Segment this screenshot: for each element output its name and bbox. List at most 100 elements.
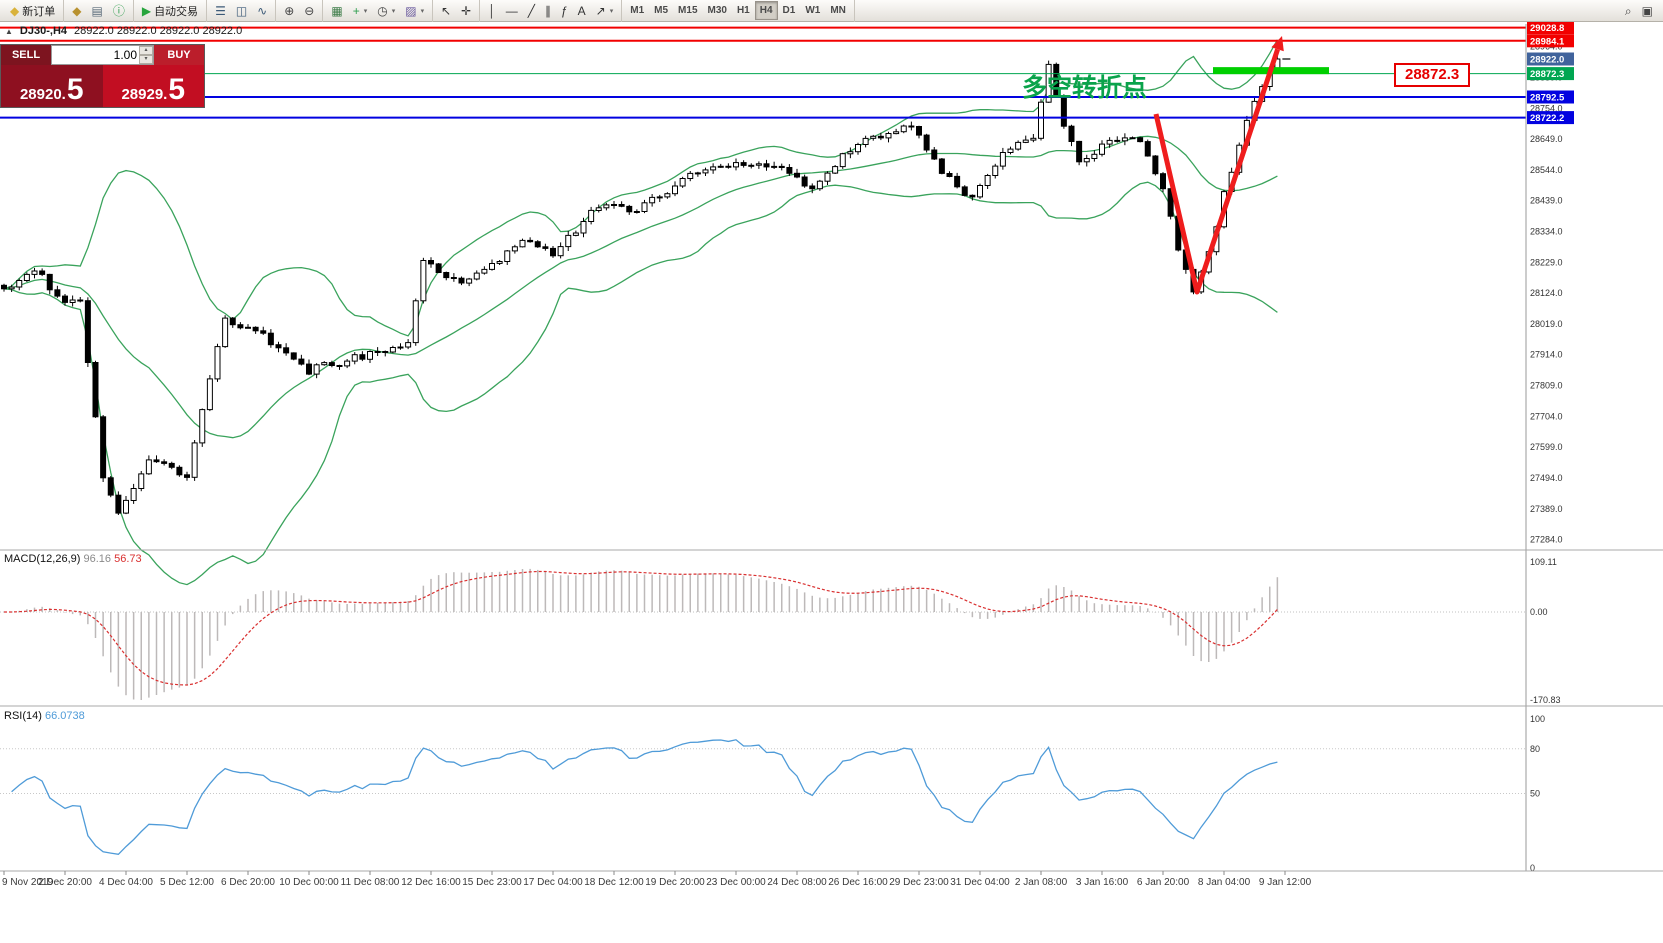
svg-text:100: 100 [1530,714,1545,724]
new-order-button[interactable]: ◆ 新订单 [5,1,60,20]
svg-text:2 Dec 20:00: 2 Dec 20:00 [38,877,92,888]
zoom-in-button[interactable]: ⊕ [279,1,299,20]
tf-d1-button[interactable]: D1 [778,1,801,20]
volume-field: ▴ ▾ [51,45,154,65]
algo-trading-label: 自动交易 [154,5,199,18]
v-arrow-head [1271,36,1284,52]
cursor-button[interactable]: ↖ [436,1,456,20]
candles-chart-button[interactable]: ◫ [231,1,252,20]
svg-text:28792.5: 28792.5 [1530,93,1565,104]
trendline-button[interactable]: ╱ [523,1,540,20]
rsi-panel: RSI(14) 66.0738 100 80 50 0 [0,705,1663,873]
chart-plot-area[interactable] [0,22,1663,943]
line-chart-button[interactable]: ∿ [252,1,272,20]
metaeditor-button[interactable]: ◆ [67,1,86,20]
svg-text:24 Dec 08:00: 24 Dec 08:00 [767,877,827,888]
volume-increase-button[interactable]: ▴ [139,46,153,55]
channel-icon: ∥ [544,3,551,18]
tf-m30-button[interactable]: M30 [703,1,732,20]
turning-point-label: 多空转折点 [1022,73,1147,102]
tile-windows-button[interactable]: ▦ [326,1,347,20]
indicators-button[interactable]: + ▾ [348,1,373,20]
buy-price: 28929. [121,86,168,103]
tf-m5-button[interactable]: M5 [649,1,673,20]
horizontal-line-button[interactable]: ― [501,1,523,20]
svg-text:10 Dec 00:00: 10 Dec 00:00 [279,877,339,888]
toolbar-group: ▦ + ▾ ◷ ▾ ▨ ▾ [323,0,434,22]
rsi-label: RSI(14) 66.0738 [4,710,85,722]
svg-text:80: 80 [1530,744,1540,754]
bars-chart-button[interactable]: ☰ [210,1,231,20]
svg-text:28229.0: 28229.0 [1530,257,1563,267]
svg-text:2 Jan 08:00: 2 Jan 08:00 [1015,877,1068,888]
svg-text:28722.2: 28722.2 [1530,113,1564,124]
tf-mn-button[interactable]: MN [825,1,851,20]
algo-trading-button[interactable]: ▶ 自动交易 [137,1,203,20]
svg-text:6 Jan 20:00: 6 Jan 20:00 [1137,877,1190,888]
svg-text:11 Dec 08:00: 11 Dec 08:00 [341,877,400,888]
crosshair-button[interactable]: ✛ [456,1,476,20]
crosshair-icon: ✛ [461,3,472,18]
toolbar-group: ◆ 新订单 [2,0,65,22]
sell-price-panel[interactable]: 28920. 5 [1,65,103,107]
svg-text:31 Dec 04:00: 31 Dec 04:00 [950,877,1010,888]
svg-text:28872.3: 28872.3 [1530,69,1564,80]
arrow-tool-button[interactable]: ↗ ▾ [591,1,619,20]
new-order-icon: ◆ [10,3,20,18]
tf-w1-button[interactable]: W1 [800,1,825,20]
text-icon: A [577,3,586,18]
zoom-out-button[interactable]: ⊖ [299,1,319,20]
svg-text:28019.0: 28019.0 [1530,319,1563,329]
tf-h1-button[interactable]: H1 [732,1,755,20]
tf-m1-label: M1 [630,5,645,16]
toolbar-group: ⌕ ▣ [1617,0,1661,22]
buy-button[interactable]: BUY [154,45,204,65]
svg-text:50: 50 [1530,789,1540,799]
symbol-period-label: DJ30-,H4 [19,25,67,37]
price-chart[interactable]: 多空转折点28964.028859.028754.028649.028544.0… [0,22,1663,943]
community-button[interactable]: ⓘ [108,1,130,20]
periods-button[interactable]: ◷ ▾ [372,1,400,20]
indicators-icon: + [352,3,360,18]
buy-price-panel[interactable]: 28929. 5 [102,65,204,107]
dropdown-arrow-icon: ▾ [420,7,425,15]
svg-text:29028.8: 29028.8 [1530,23,1564,34]
svg-text:9 Nov 2019: 9 Nov 2019 [2,877,54,888]
fibonacci-button[interactable]: ƒ [556,1,573,20]
svg-text:0: 0 [1530,863,1535,873]
toolbar-group: ⊕ ⊖ [276,0,324,22]
vertical-line-button[interactable]: │ [483,1,501,20]
bars-chart-icon: ☰ [215,3,226,18]
search-button[interactable]: ⌕ [1620,1,1637,20]
dropdown-arrow-icon: ▾ [391,7,396,15]
tf-mn-label: MN [830,5,846,16]
search-icon: ⌕ [1624,3,1632,18]
svg-text:3 Jan 16:00: 3 Jan 16:00 [1076,877,1129,888]
print-button[interactable]: ▤ [86,1,107,20]
svg-text:19 Dec 20:00: 19 Dec 20:00 [645,877,705,888]
volume-decrease-button[interactable]: ▾ [139,55,153,64]
line-chart-icon: ∿ [257,3,268,18]
one-click-trading-panel: SELL ▴ ▾ BUY 28920. 5 28929. 5 [0,44,205,108]
svg-text:28649.0: 28649.0 [1530,134,1563,144]
channel-button[interactable]: ∥ [540,1,556,20]
window-list-button[interactable]: ▣ [1637,1,1658,20]
svg-text:28984.1: 28984.1 [1530,36,1565,47]
volume-input[interactable] [52,46,139,64]
tf-m1-button[interactable]: M1 [625,1,649,20]
svg-text:109.11: 109.11 [1530,557,1557,567]
price-callout[interactable]: 28872.3 [1394,63,1471,87]
print-icon: ▤ [91,3,103,18]
svg-text:0.00: 0.00 [1530,607,1548,617]
panel-collapse-icon[interactable]: ▲ [5,26,13,36]
tf-h4-button[interactable]: H4 [754,1,778,20]
svg-text:6 Dec 20:00: 6 Dec 20:00 [221,877,275,888]
price-scale[interactable]: 28964.028859.028754.028649.028544.028439… [1525,22,1574,871]
tf-m15-button[interactable]: M15 [673,1,702,20]
templates-button[interactable]: ▨ ▾ [400,1,429,20]
macd-label: MACD(12,26,9) 96.16 56.73 [4,553,142,565]
annotations[interactable]: 多空转折点 [1022,36,1329,295]
text-button[interactable]: A [573,1,591,20]
sell-button[interactable]: SELL [1,45,51,65]
